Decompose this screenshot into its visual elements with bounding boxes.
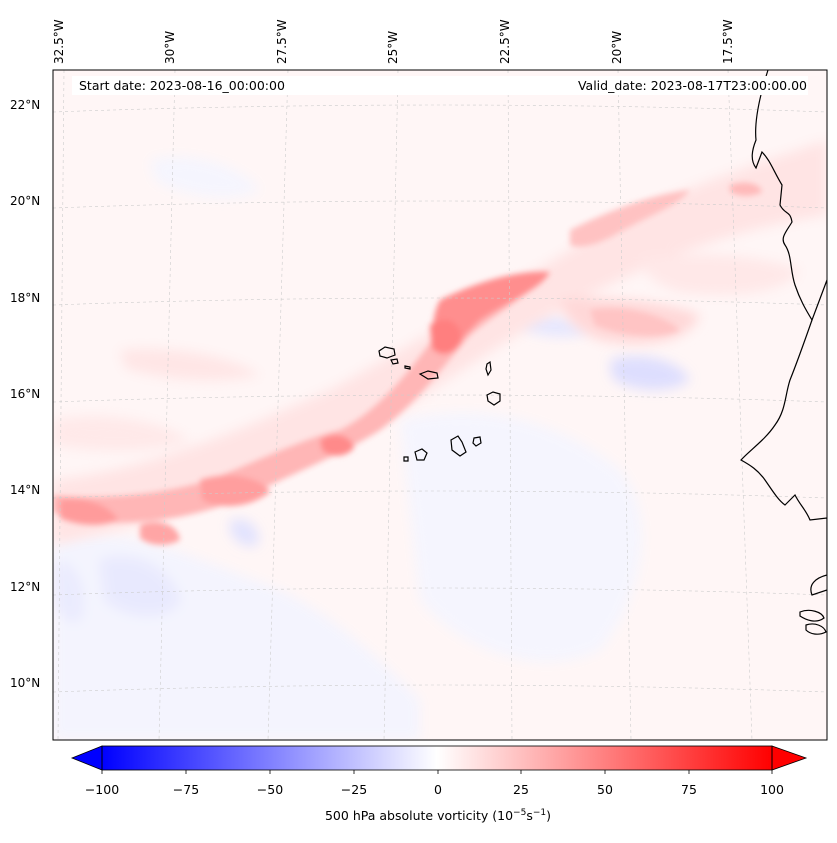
colorbar-tick-label: −100 [84, 782, 120, 797]
lon-label-17-5w: 17.5°W [721, 19, 735, 64]
lon-label-27-5w: 27.5°W [275, 19, 289, 64]
lat-label-10n: 10°N [10, 676, 41, 690]
cape-verde-islands [378, 346, 501, 462]
colorbar-tick-label: −50 [256, 782, 284, 797]
colorbar-tick-label: 75 [681, 782, 697, 797]
info-box [72, 76, 808, 95]
lon-label-30w: 30°W [163, 30, 177, 64]
lat-label-16n: 16°N [10, 387, 41, 401]
start-date-label: Start date: 2023-08-16_00:00:00 [79, 78, 285, 93]
lat-label-20n: 20°N [10, 194, 41, 208]
colorbar-label: 500 hPa absolute vorticity (10−5s−1) [324, 808, 551, 824]
colorbar-tick-label: 0 [434, 782, 442, 797]
colorbar [70, 745, 808, 774]
colorbar-tick-label: 50 [597, 782, 613, 797]
colorbar-ticks [101, 770, 773, 774]
lon-label-22-5w: 22.5°W [498, 19, 512, 64]
lat-label-22n: 22°N [10, 98, 41, 112]
colorbar-min-arrow [70, 745, 103, 771]
vorticity-field [53, 140, 827, 740]
coastline [740, 70, 827, 635]
lat-label-12n: 12°N [10, 580, 41, 594]
lon-label-32-5w: 32.5°W [52, 19, 66, 64]
valid-date-label: Valid_date: 2023-08-17T23:00:00.00 [577, 78, 807, 93]
graticule [53, 70, 827, 740]
lon-label-25w: 25°W [386, 30, 400, 64]
colorbar-tick-label: 25 [513, 782, 529, 797]
colorbar-tick-label: −75 [172, 782, 200, 797]
map-frame [52, 69, 828, 741]
lat-label-14n: 14°N [10, 483, 41, 497]
colorbar-tick-label: 100 [760, 782, 784, 797]
colorbar-gradient [102, 746, 772, 770]
lon-label-20w: 20°W [610, 30, 624, 64]
colorbar-tick-label: −25 [340, 782, 368, 797]
lat-label-18n: 18°N [10, 291, 41, 305]
colorbar-max-arrow [771, 745, 808, 771]
